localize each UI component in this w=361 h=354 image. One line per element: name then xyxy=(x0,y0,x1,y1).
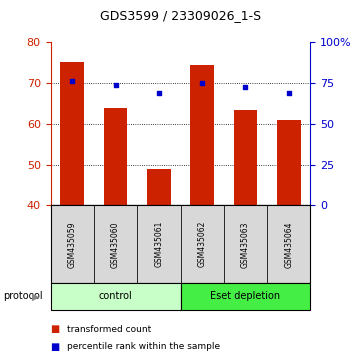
Bar xyxy=(180,205,224,283)
Point xyxy=(243,85,248,90)
Point xyxy=(156,91,162,96)
Text: ■: ■ xyxy=(51,324,60,334)
Bar xyxy=(234,110,257,205)
Point xyxy=(113,82,118,88)
Bar xyxy=(104,108,127,205)
Text: GDS3599 / 23309026_1-S: GDS3599 / 23309026_1-S xyxy=(100,10,261,22)
Text: control: control xyxy=(99,291,132,302)
Text: transformed count: transformed count xyxy=(67,325,151,334)
Text: ▶: ▶ xyxy=(32,291,40,302)
Text: percentile rank within the sample: percentile rank within the sample xyxy=(67,342,220,352)
Text: GSM435060: GSM435060 xyxy=(111,221,120,268)
Text: ■: ■ xyxy=(51,342,60,352)
Bar xyxy=(180,283,310,310)
Bar xyxy=(60,62,84,205)
Bar xyxy=(190,65,214,205)
Text: GSM435061: GSM435061 xyxy=(155,221,163,268)
Bar xyxy=(147,169,171,205)
Text: GSM435063: GSM435063 xyxy=(241,221,250,268)
Point xyxy=(69,78,75,84)
Bar xyxy=(267,205,310,283)
Bar xyxy=(51,205,94,283)
Point xyxy=(199,80,205,86)
Text: Eset depletion: Eset depletion xyxy=(210,291,280,302)
Bar xyxy=(137,205,180,283)
Point xyxy=(286,91,292,96)
Bar xyxy=(277,120,301,205)
Bar xyxy=(224,205,267,283)
Text: protocol: protocol xyxy=(4,291,43,302)
Bar xyxy=(51,283,180,310)
Bar xyxy=(94,205,137,283)
Text: GSM435059: GSM435059 xyxy=(68,221,77,268)
Text: GSM435062: GSM435062 xyxy=(198,221,206,268)
Text: GSM435064: GSM435064 xyxy=(284,221,293,268)
